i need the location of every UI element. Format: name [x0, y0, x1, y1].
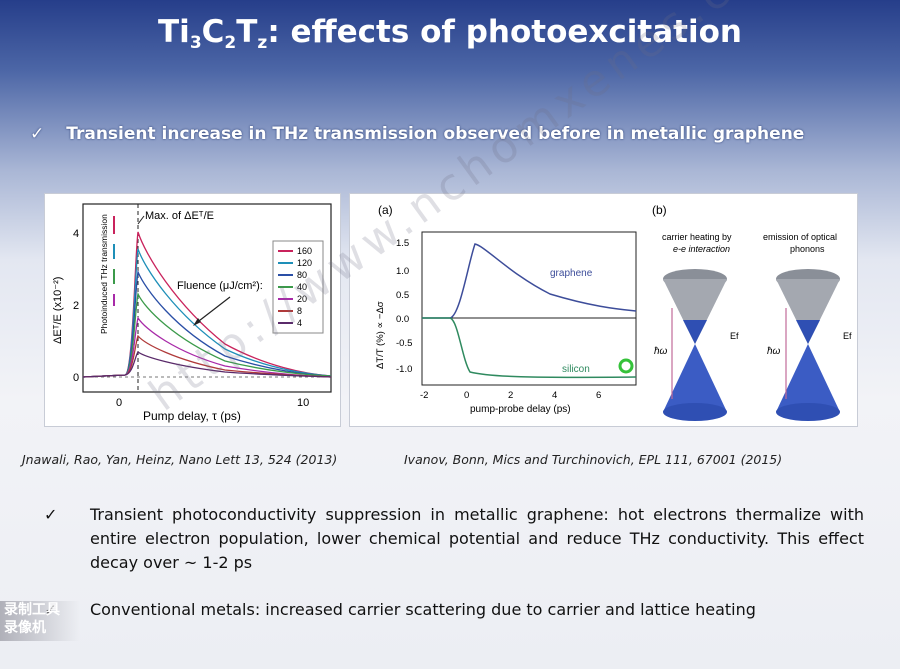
figure-thz-transmission: 4 2 0 0 10 Pump delay, τ (ps) ΔEᵀ/E (x10…	[44, 193, 341, 427]
cone1-title: carrier heating by	[662, 232, 732, 242]
ytick-1-5: 1.5	[396, 238, 409, 249]
bullet-2: ✓ Transient photoconductivity suppressio…	[44, 503, 864, 575]
checkmark-icon: ✓	[30, 124, 45, 144]
slide-title: Ti3C2Tz: effects of photoexcitation	[158, 14, 742, 53]
silicon-label: silicon	[562, 364, 590, 375]
legend-label: 40	[297, 282, 307, 292]
cone2-title: emission of optical	[763, 232, 837, 242]
bullet-top-text: Transient increase in THz transmission o…	[66, 124, 805, 144]
legend-label: 160	[297, 246, 312, 256]
ytick-0: 0	[73, 372, 79, 384]
checkmark-icon: ✓	[44, 505, 58, 524]
bullet-3: ✓ Conventional metals: increased carrier…	[44, 598, 864, 622]
ytick-neg-1-0: -1.0	[396, 364, 412, 375]
recorder-line-2: 录像机	[4, 620, 46, 636]
cone2-subtitle: phonons	[790, 244, 825, 254]
x-axis-label-b: pump-probe delay (ps)	[470, 404, 571, 415]
panel-a-label: (a)	[378, 203, 393, 217]
xtick-0: 0	[464, 390, 469, 401]
xtick-4: 4	[552, 390, 557, 401]
citation-right: Ivanov, Bonn, Mics and Turchinovich, EPL…	[404, 452, 783, 467]
ytick-neg-0-5: -0.5	[396, 338, 412, 349]
fluence-label: Fluence (μJ/cm²):	[177, 280, 263, 292]
recorder-line-1: 录制工具	[4, 602, 60, 618]
ytick-1-0: 1.0	[396, 266, 409, 277]
legend-label: 120	[297, 258, 312, 268]
cone1-subtitle: e-e interaction	[673, 244, 730, 254]
legend-label: 4	[297, 318, 302, 328]
y-axis-label: ΔEᵀ/E (x10⁻²)	[52, 277, 64, 344]
bullet-top: ✓ Transient increase in THz transmission …	[30, 124, 804, 144]
figure-right-svg: (a) (b) graphene silicon 1.5 1.0 0.5 0.0…	[375, 203, 852, 421]
graphene-label: graphene	[550, 268, 593, 279]
hw-label-1: ħω	[654, 346, 668, 357]
bullet-3-text: Conventional metals: increased carrier s…	[90, 600, 756, 619]
ytick-2: 2	[73, 300, 79, 312]
y-axis-label-b: ΔT/T (%) ∝ −Δσ	[375, 301, 386, 369]
ef-label-2: Ef	[843, 331, 852, 341]
hw-label-2: ħω	[767, 346, 781, 357]
legend-label: 20	[297, 294, 307, 304]
bullet-2-text: Transient photoconductivity suppression …	[90, 505, 864, 572]
xtick-0: 0	[116, 397, 122, 409]
legend-label: 8	[297, 306, 302, 316]
ytick-0-0: 0.0	[396, 314, 409, 325]
ef-label-1: Ef	[730, 331, 739, 341]
figure-left-svg: 4 2 0 0 10 Pump delay, τ (ps) ΔEᵀ/E (x10…	[52, 203, 332, 423]
x-axis-label: Pump delay, τ (ps)	[143, 409, 241, 423]
ytick-0-5: 0.5	[396, 290, 409, 301]
xtick-10: 10	[297, 397, 309, 409]
recorder-badge: 录制工具 录像机	[0, 601, 80, 641]
xtick-2: 2	[508, 390, 513, 401]
legend-label: 80	[297, 270, 307, 280]
inset-label: Photoinduced THz transmission	[99, 214, 109, 334]
panel-b-label: (b)	[652, 203, 667, 217]
xtick-6: 6	[596, 390, 601, 401]
citation-left: Jnawali, Rao, Yan, Heinz, Nano Lett 13, …	[22, 452, 338, 467]
xtick-neg2: -2	[420, 390, 428, 401]
ytick-4: 4	[73, 228, 79, 240]
figure-graphene-silicon: (a) (b) graphene silicon 1.5 1.0 0.5 0.0…	[349, 193, 858, 427]
max-annotation: Max. of ΔEᵀ/E	[145, 210, 214, 222]
